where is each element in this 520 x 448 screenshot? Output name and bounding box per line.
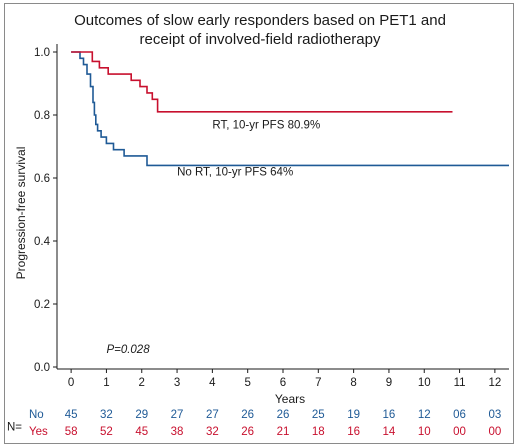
x-tick-label: 8 [350,377,356,389]
risk-value-no: 32 [100,409,113,421]
risk-value-no: 45 [65,409,78,421]
y-tick-label: 0.0 [34,362,50,374]
risk-value-no: 12 [418,409,431,421]
x-tick-label: 5 [244,377,250,389]
x-tick-label: 4 [209,377,216,389]
risk-table-label: N= [7,422,22,434]
risk-value-yes: 58 [65,426,78,438]
series-label-no: No RT, 10-yr PFS 64% [177,167,293,179]
axes: 0.00.20.40.60.81.00 1 2 3 4 5 6 7 8 9 10 11 12 [34,44,509,389]
y-tick-label: 0.4 [34,236,51,248]
risk-value-yes: 52 [100,426,113,438]
risk-value-no: 06 [453,409,466,421]
y-tick-label: 0.6 [34,173,50,185]
series-label-yes: RT, 10-yr PFS 80.9% [212,119,320,131]
risk-value-no: 19 [347,409,360,421]
x-tick-label: 1 [103,377,109,389]
chart-frame: Outcomes of slow early responders based … [4,3,514,444]
y-tick-label: 1.0 [34,47,50,59]
risk-value-yes: 21 [277,426,290,438]
risk-table: N= No 45 32 29 27 27 26 26 25 19 16 12 06 03 Yes 58 52 45 3… [7,409,501,438]
x-axis-label: Years [275,392,305,406]
risk-value-yes: 26 [241,426,254,438]
x-tick-label: 12 [488,377,501,389]
risk-value-no: 25 [312,409,325,421]
risk-value-no: 29 [135,409,148,421]
x-tick-label: 0 [68,377,74,389]
p-value-annotation: P=0.028 [106,344,150,356]
risk-value-yes: 10 [418,426,431,438]
risk-row-name-no: No [29,409,44,421]
x-tick-label: 9 [386,377,392,389]
x-tick-label: 2 [139,377,145,389]
series-line-yes [71,51,453,113]
x-tick-label: 11 [454,377,466,389]
chart-subtitle: receipt of involved-field radiotherapy [140,31,381,48]
km-chart: Outcomes of slow early responders based … [7,12,509,438]
risk-value-yes: 38 [171,426,184,438]
y-tick-label: 0.2 [34,299,50,311]
risk-value-yes: 14 [383,426,396,438]
x-tick-label: 3 [174,377,180,389]
risk-value-no: 27 [206,409,219,421]
risk-value-no: 26 [277,409,290,421]
risk-value-yes: 45 [135,426,148,438]
survival-curves [71,51,509,167]
risk-value-yes: 18 [312,426,325,438]
series-line-no [71,51,509,167]
x-tick-label: 6 [280,377,286,389]
risk-value-no: 26 [241,409,254,421]
x-tick-label: 10 [418,377,431,389]
risk-value-yes: 32 [206,426,219,438]
y-tick-label: 0.8 [34,110,50,122]
risk-value-no: 03 [488,409,501,421]
risk-value-yes: 00 [453,426,466,438]
risk-value-no: 27 [171,409,184,421]
risk-value-no: 16 [383,409,396,421]
y-axis-label: Progression-free survival [14,147,28,280]
risk-value-yes: 00 [488,426,501,438]
risk-value-yes: 16 [347,426,360,438]
risk-row-name-yes: Yes [29,426,48,438]
x-tick-label: 7 [315,377,321,389]
chart-title: Outcomes of slow early responders based … [74,12,446,29]
curve-labels: No RT, 10-yr PFS 64% RT, 10-yr PFS 80.9% P… [106,119,320,355]
